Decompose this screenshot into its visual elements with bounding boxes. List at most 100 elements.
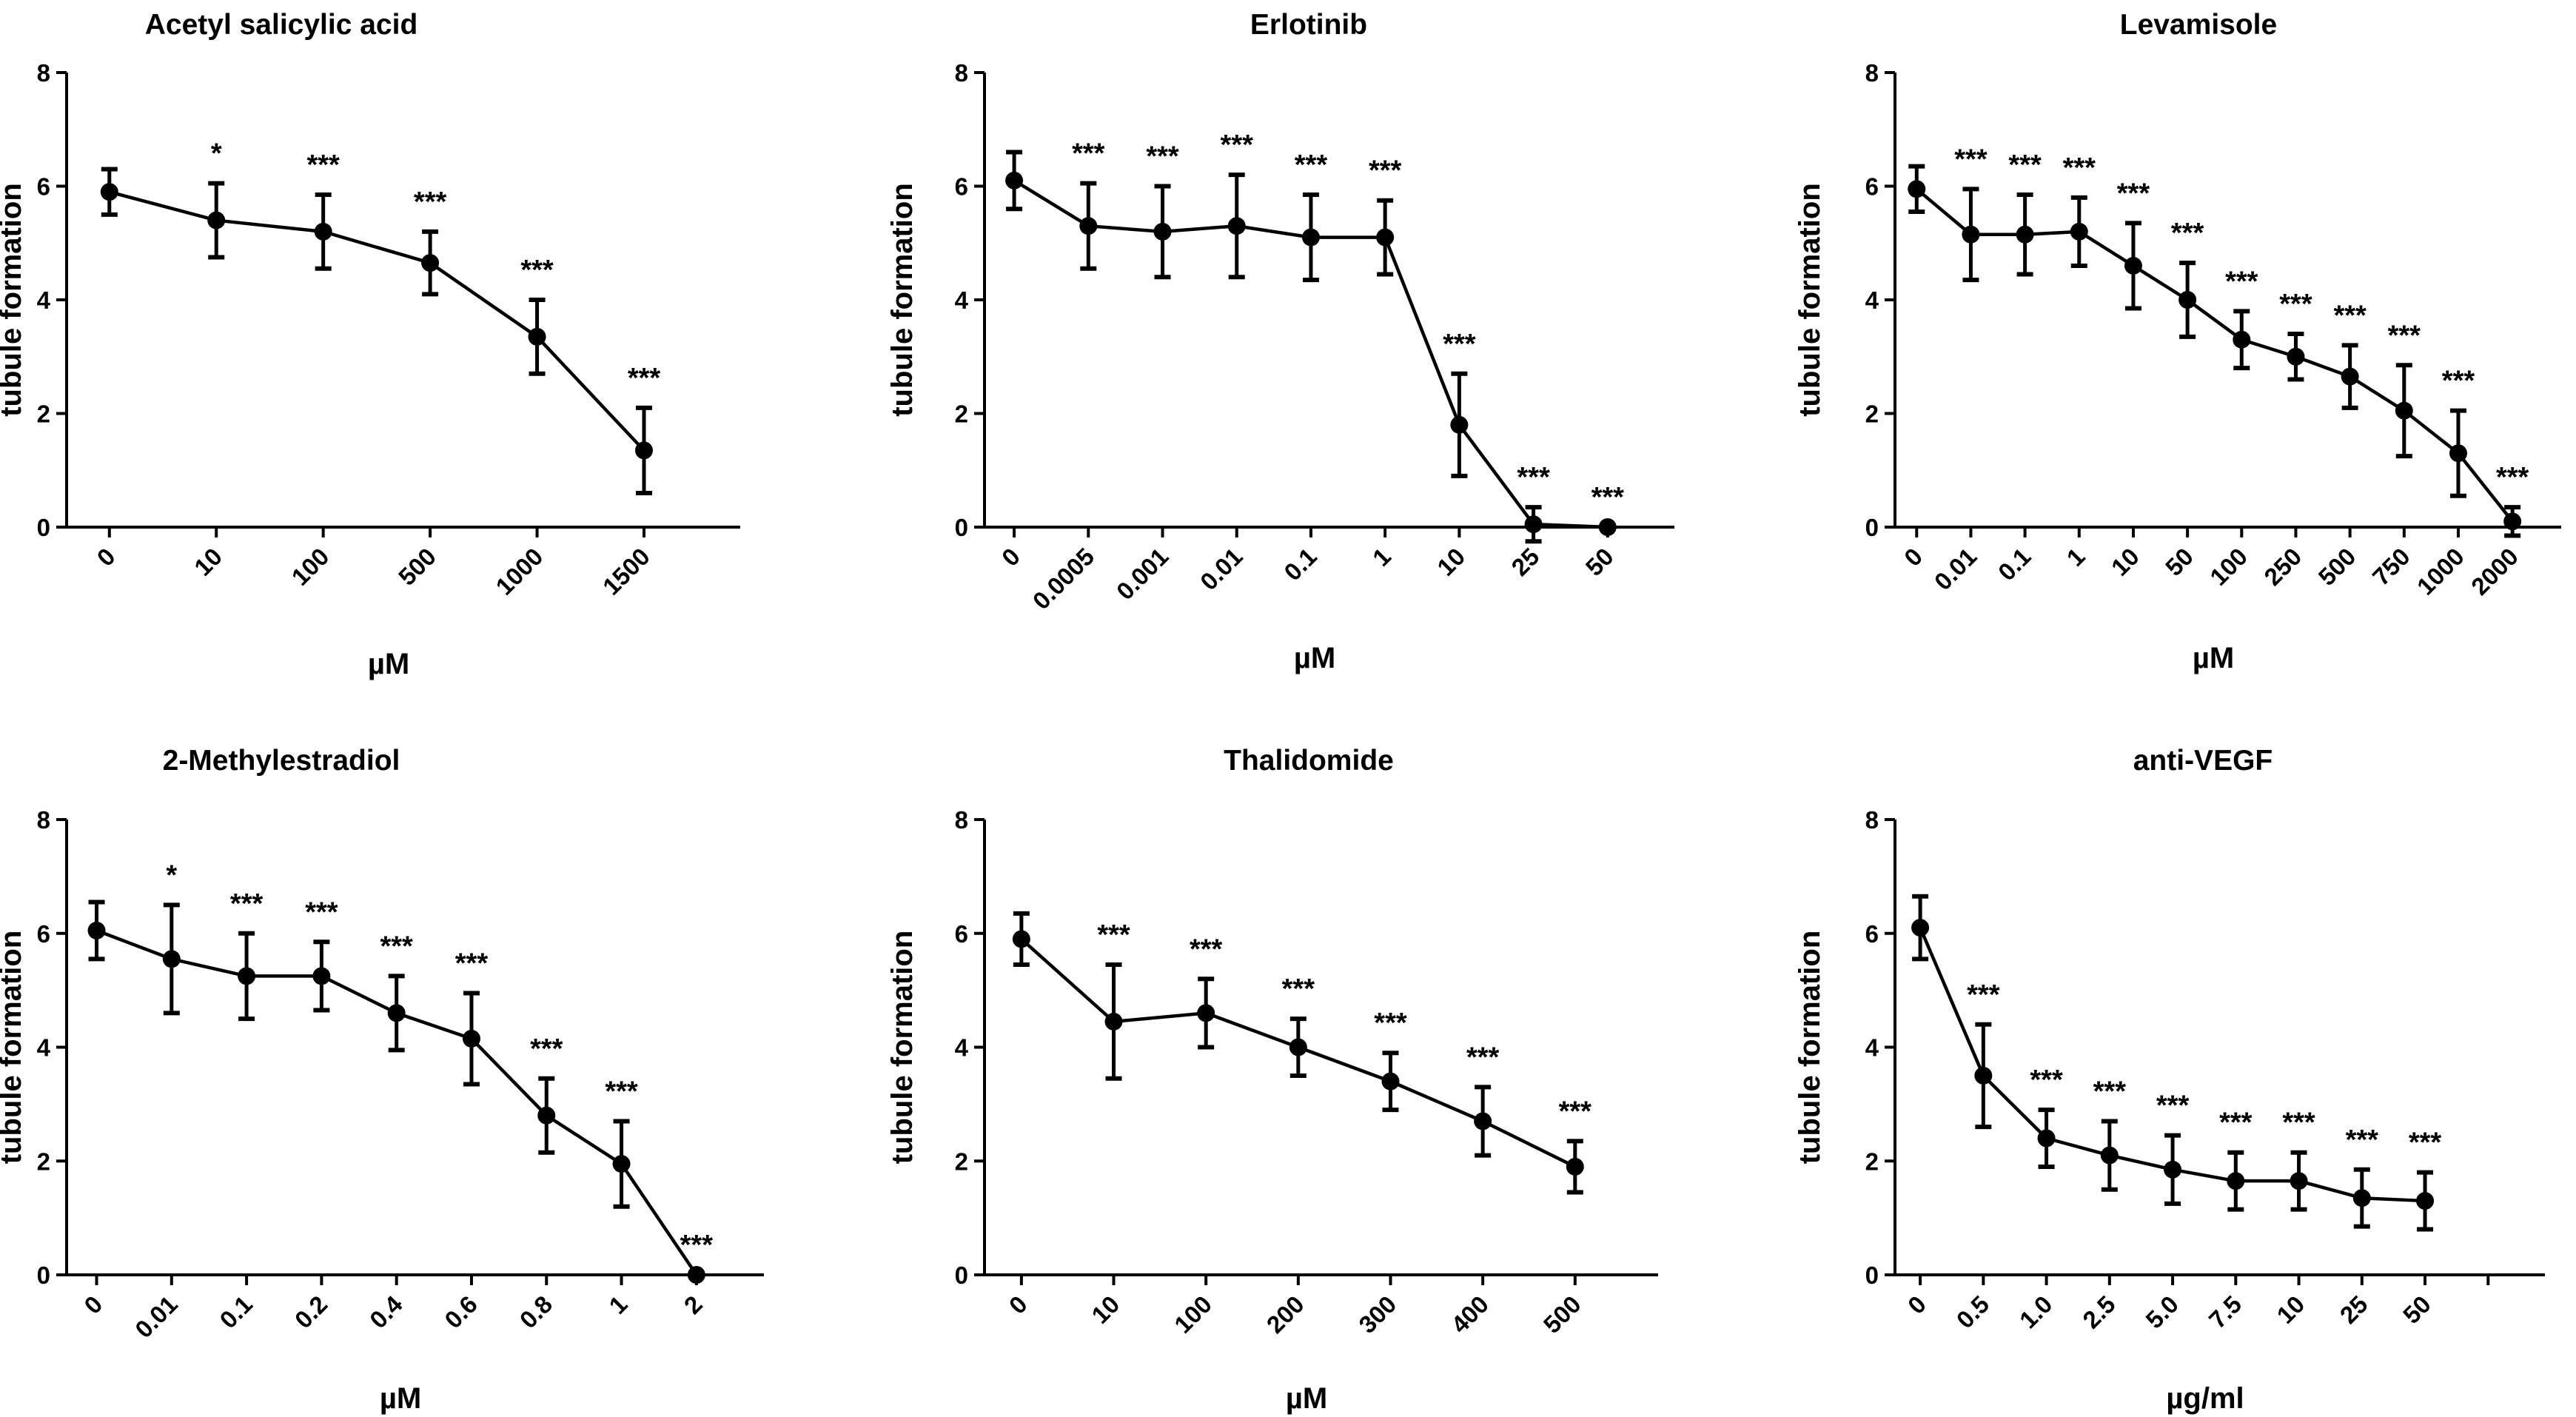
y-tick-label: 6 xyxy=(37,920,50,948)
y-axis-label: tubule formation xyxy=(1794,931,1826,1165)
x-tick-label: 25 xyxy=(2335,1290,2373,1329)
significance-marker: *** xyxy=(2279,289,2312,320)
chart-panel-5: Thalidomide 0 2 4 6 8 0 10 100 200 300 400 500 tubule… xyxy=(886,745,1658,1415)
chart-title: Acetyl salicylic acid xyxy=(145,9,418,41)
data-point xyxy=(100,183,118,201)
data-point xyxy=(2016,225,2034,244)
data-point xyxy=(1962,225,1980,244)
chart-panel-4: 2-Methylestradiol 0 2 4 6 8 0 0.01 0.1 0.2 0.4 0.6 0… xyxy=(0,745,764,1415)
y-tick-label: 8 xyxy=(1865,59,1879,87)
data-point xyxy=(1104,1012,1123,1031)
y-tick-label: 6 xyxy=(37,173,50,201)
data-point xyxy=(2287,347,2305,366)
significance-marker: *** xyxy=(2008,150,2042,181)
chart-panel-1: Acetyl salicylic acid 0 2 4 6 8 0 10 100 500 1000 1… xyxy=(0,9,740,680)
significance-marker: *** xyxy=(230,888,264,919)
data-point xyxy=(1301,228,1320,247)
significance-marker: *** xyxy=(2219,1108,2253,1139)
x-tick-label: 100 xyxy=(1169,1290,1217,1339)
x-tick-label: 1.0 xyxy=(2014,1290,2058,1334)
significance-marker: *** xyxy=(2093,1076,2127,1107)
y-tick-label: 0 xyxy=(37,1262,50,1289)
y-tick-label: 0 xyxy=(1865,514,1879,541)
significance-marker: *** xyxy=(2496,462,2529,493)
y-tick-label: 4 xyxy=(1865,1034,1879,1062)
x-tick-label: 0 xyxy=(1899,543,1928,572)
significance-marker: *** xyxy=(305,897,338,928)
significance-marker: *** xyxy=(1967,979,2000,1011)
x-tick-label: 500 xyxy=(1538,1290,1586,1339)
significance-marker: *** xyxy=(605,1076,638,1107)
data-point xyxy=(2416,1192,2435,1210)
data-point xyxy=(238,967,256,985)
data-point xyxy=(1524,515,1543,534)
data-point xyxy=(2124,256,2142,275)
significance-marker: *** xyxy=(1097,919,1130,951)
significance-marker: *** xyxy=(1369,155,1402,187)
x-tick-label: 10 xyxy=(2271,1290,2310,1329)
x-tick-label: 10 xyxy=(189,543,227,581)
x-tick-label: 750 xyxy=(2367,543,2415,591)
x-tick-label: 50 xyxy=(1580,543,1619,581)
data-point xyxy=(2070,222,2088,241)
y-tick-label: 4 xyxy=(955,1034,969,1062)
x-tick-label: 50 xyxy=(2160,543,2198,581)
x-tick-label: 0.1 xyxy=(1278,543,1322,586)
data-point xyxy=(314,222,332,241)
significance-marker: *** xyxy=(2346,1125,2379,1156)
data-point xyxy=(1598,518,1617,536)
data-point xyxy=(2100,1146,2119,1165)
significance-marker: *** xyxy=(1374,1008,1407,1039)
x-tick-label: 300 xyxy=(1353,1290,1401,1339)
data-point xyxy=(528,327,546,346)
data-point xyxy=(1153,222,1172,241)
data-point xyxy=(387,1004,406,1022)
x-tick-label: 0.2 xyxy=(289,1290,333,1334)
data-point xyxy=(1289,1038,1307,1056)
data-point xyxy=(2164,1160,2182,1179)
data-point xyxy=(1474,1112,1492,1130)
data-point xyxy=(1005,171,1024,190)
data-point xyxy=(1381,1072,1400,1091)
data-point xyxy=(1227,217,1246,235)
significance-marker: *** xyxy=(2225,266,2258,297)
significance-marker: *** xyxy=(1591,482,1625,513)
x-tick-label: 5.0 xyxy=(2140,1290,2184,1334)
y-tick-label: 0 xyxy=(1865,1262,1879,1289)
x-tick-label: 10 xyxy=(2106,543,2144,581)
data-point xyxy=(2352,1189,2371,1207)
y-tick-label: 2 xyxy=(1865,1148,1879,1175)
y-tick-label: 2 xyxy=(1865,401,1879,428)
significance-marker: *** xyxy=(2156,1091,2190,1122)
series-line xyxy=(109,190,645,452)
y-tick-label: 2 xyxy=(955,1148,968,1175)
x-tick-label: 0.5 xyxy=(1951,1290,1995,1334)
significance-marker: *** xyxy=(1559,1096,1592,1127)
x-tick-label: 0 xyxy=(92,543,121,572)
significance-marker: *** xyxy=(628,363,661,394)
significance-marker: *** xyxy=(414,187,447,218)
x-tick-label: 0.001 xyxy=(1111,543,1174,606)
x-tick-label: 0.01 xyxy=(1929,543,1982,596)
data-point xyxy=(2290,1172,2308,1190)
significance-marker: *** xyxy=(1466,1042,1500,1073)
chart-title: Thalidomide xyxy=(1224,745,1394,777)
y-tick-label: 8 xyxy=(955,806,968,834)
significance-marker: *** xyxy=(1517,462,1550,493)
x-tick-label: 0.01 xyxy=(130,1290,183,1344)
data-point xyxy=(2227,1172,2245,1190)
x-tick-label: 0 xyxy=(1004,1290,1033,1319)
x-tick-label: 500 xyxy=(393,543,441,591)
y-tick-label: 8 xyxy=(37,806,50,834)
data-point xyxy=(1197,1004,1215,1022)
significance-marker: *** xyxy=(1443,329,1476,360)
x-axis-label: µM xyxy=(1294,642,1335,674)
y-tick-label: 2 xyxy=(37,401,50,428)
y-tick-label: 6 xyxy=(955,920,968,948)
significance-marker: *** xyxy=(1146,141,1179,172)
x-tick-label: 0.01 xyxy=(1195,543,1248,596)
data-point xyxy=(1079,217,1098,235)
x-tick-label: 0.1 xyxy=(214,1290,258,1334)
data-point xyxy=(2178,291,2197,309)
